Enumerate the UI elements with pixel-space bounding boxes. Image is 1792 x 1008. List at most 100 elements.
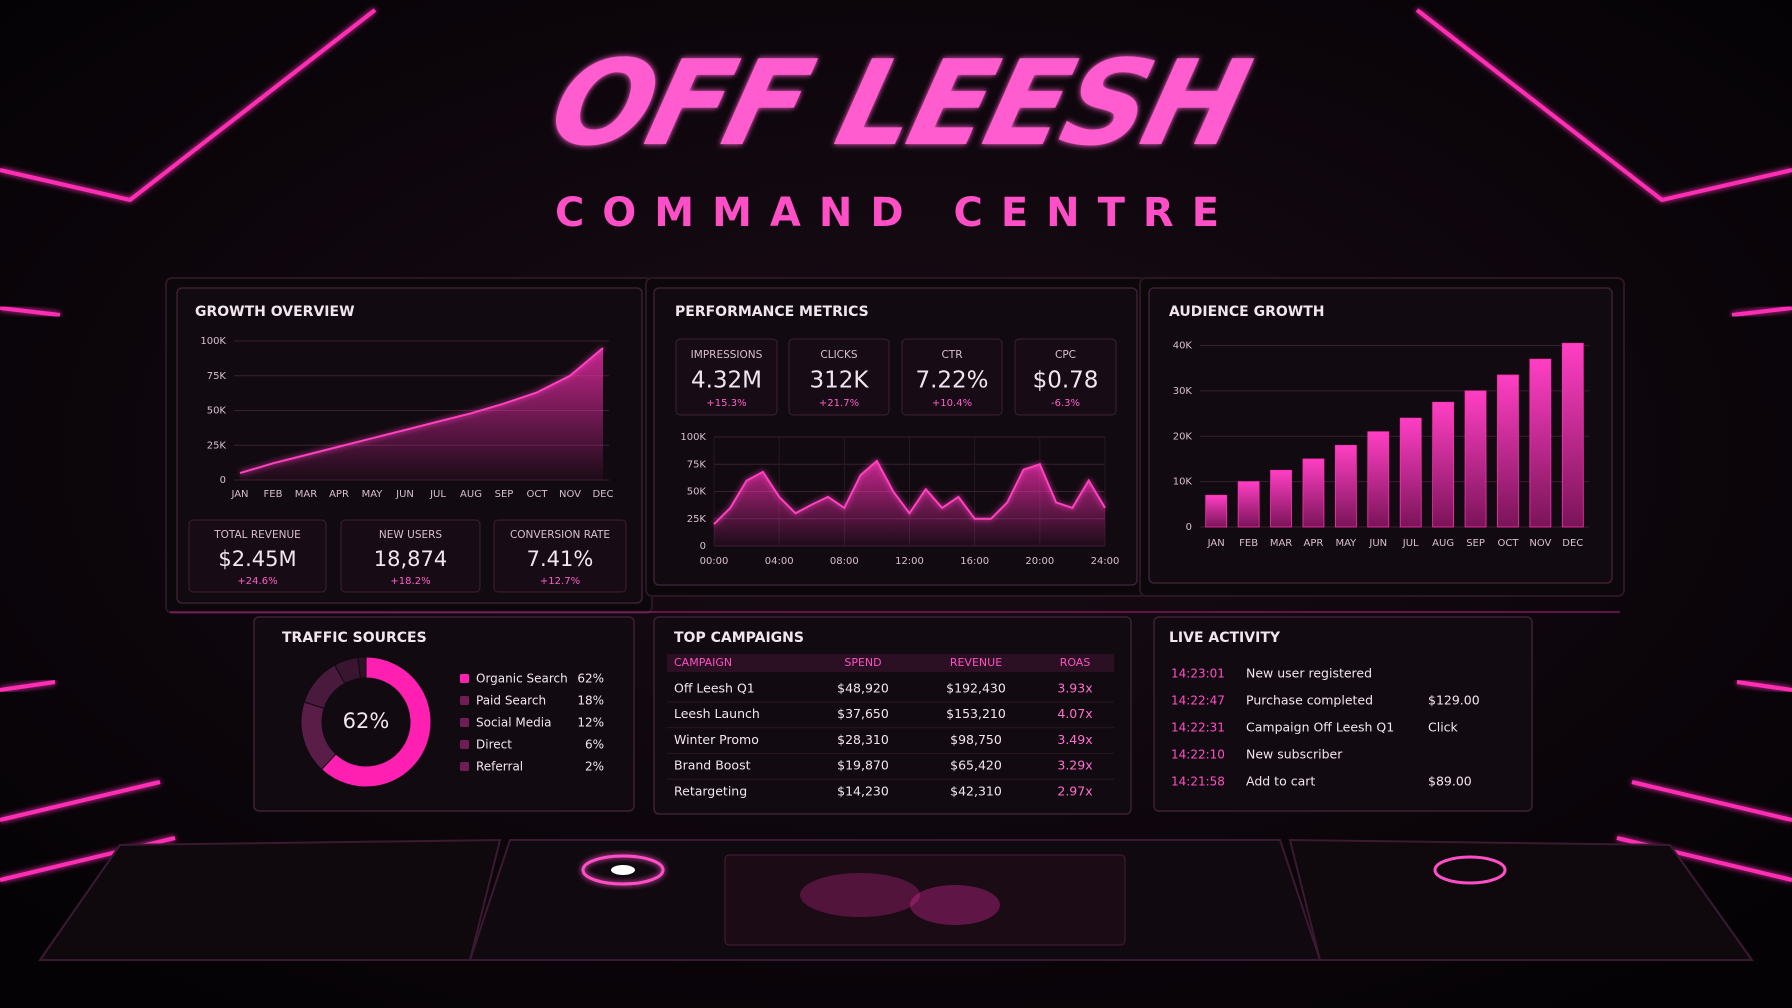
- panel-title: GROWTH OVERVIEW: [195, 304, 355, 320]
- table-cell: $14,230: [837, 783, 889, 798]
- y-tick-label: 25K: [207, 440, 227, 451]
- y-tick-label: 20K: [1173, 431, 1193, 442]
- table-cell: $153,210: [946, 706, 1006, 721]
- table-header: REVENUE: [950, 656, 1002, 669]
- x-tick-label: 12:00: [895, 556, 924, 567]
- kpi-value: $0.78: [1033, 368, 1099, 394]
- y-tick-label: 30K: [1173, 386, 1193, 397]
- activity-amount: $89.00: [1428, 774, 1472, 789]
- kpi-value: 4.32M: [691, 368, 762, 394]
- bar: [1399, 417, 1422, 528]
- x-tick-label: MAY: [1335, 538, 1357, 549]
- holo-ring: [1433, 855, 1507, 885]
- x-tick-label: 04:00: [765, 556, 794, 567]
- kpi-label: IMPRESSIONS: [691, 349, 763, 361]
- table-cell: $19,870: [837, 758, 889, 773]
- table-cell: 2.97x: [1057, 783, 1092, 798]
- y-tick-label: 100K: [200, 336, 226, 347]
- table-cell: Brand Boost: [674, 758, 751, 773]
- table-cell: Leesh Launch: [674, 706, 760, 721]
- kpi-value: 7.41%: [527, 547, 594, 571]
- table-cell: $192,430: [946, 681, 1006, 696]
- activity-time: 14:22:31: [1171, 721, 1225, 735]
- neon-line: [0, 306, 61, 317]
- x-tick-label: JUL: [429, 489, 446, 500]
- legend-swatch: [460, 740, 469, 749]
- neon-line: [1731, 306, 1792, 317]
- y-tick-label: 10K: [1173, 477, 1193, 488]
- x-tick-label: OCT: [527, 489, 549, 500]
- activity-event: Add to cart: [1246, 774, 1315, 789]
- y-tick-label: 40K: [1173, 341, 1193, 352]
- activity-event: Purchase completed: [1246, 693, 1373, 708]
- bar: [1237, 481, 1260, 528]
- bar: [1205, 494, 1228, 528]
- panel-title: LIVE ACTIVITY: [1169, 630, 1281, 646]
- table-cell: $37,650: [837, 706, 889, 721]
- table-cell: 4.07x: [1057, 706, 1092, 721]
- kpi-card: [788, 338, 890, 416]
- x-tick-label: FEB: [264, 489, 283, 500]
- x-tick-label: JUN: [395, 489, 414, 500]
- donut-center-label: 62%: [343, 709, 390, 733]
- kpi-change: -6.3%: [1051, 398, 1080, 409]
- x-tick-label: APR: [1304, 538, 1324, 549]
- table-cell: $28,310: [837, 732, 889, 747]
- kpi-label: TOTAL REVENUE: [213, 529, 301, 541]
- legend-value: 12%: [577, 716, 604, 730]
- activity-amount: Click: [1428, 720, 1459, 735]
- panel: [1153, 616, 1533, 812]
- neon-line: [0, 780, 161, 822]
- legend-value: 6%: [585, 738, 604, 752]
- table-cell: Retargeting: [674, 783, 747, 798]
- bar: [1334, 444, 1357, 528]
- bar: [1561, 342, 1584, 528]
- x-tick-label: JUL: [1402, 538, 1419, 549]
- bar: [1464, 390, 1487, 528]
- table-cell: $42,310: [950, 783, 1002, 798]
- x-tick-label: SEP: [1466, 538, 1485, 549]
- kpi-change: +10.4%: [932, 398, 972, 409]
- pie-slice: [357, 656, 367, 679]
- kpi-change: +24.6%: [237, 576, 277, 587]
- activity-event: New subscriber: [1246, 747, 1343, 762]
- kpi-label: CONVERSION RATE: [510, 529, 610, 541]
- map-screen: [724, 854, 1126, 946]
- legend-value: 62%: [577, 672, 604, 686]
- neon-line: [0, 8, 377, 203]
- x-tick-label: JUN: [1368, 538, 1387, 549]
- legend-swatch: [460, 718, 469, 727]
- table-cell: Winter Promo: [674, 732, 759, 747]
- activity-time: 14:23:01: [1171, 667, 1225, 681]
- x-tick-label: NOV: [559, 489, 581, 500]
- panel-title: AUDIENCE GROWTH: [1169, 304, 1324, 320]
- x-tick-label: 24:00: [1091, 556, 1120, 567]
- x-tick-label: AUG: [460, 489, 482, 500]
- y-tick-label: 0: [220, 475, 226, 486]
- legend-label: Social Media: [476, 716, 551, 730]
- neon-line: [1415, 8, 1792, 203]
- legend-swatch: [460, 696, 469, 705]
- x-tick-label: MAR: [1270, 538, 1292, 549]
- area-fill: [240, 348, 603, 480]
- table-cell: $48,920: [837, 681, 889, 696]
- x-tick-label: FEB: [1239, 538, 1258, 549]
- kpi-card: [901, 338, 1003, 416]
- neon-line: [1631, 780, 1792, 822]
- table-cell: 3.49x: [1057, 732, 1092, 747]
- legend-label: Paid Search: [476, 694, 546, 708]
- x-tick-label: 08:00: [830, 556, 859, 567]
- legend-swatch: [460, 762, 469, 771]
- kpi-value: $2.45M: [218, 547, 296, 571]
- y-tick-label: 75K: [207, 371, 227, 382]
- activity-event: Campaign Off Leesh Q1: [1246, 720, 1394, 735]
- x-tick-label: APR: [329, 489, 349, 500]
- x-tick-label: 16:00: [960, 556, 989, 567]
- kpi-value: 7.22%: [915, 368, 988, 394]
- panel-title: TRAFFIC SOURCES: [282, 630, 427, 646]
- kpi-label: CTR: [941, 349, 962, 361]
- kpi-card: [493, 519, 627, 593]
- y-tick-label: 75K: [687, 459, 707, 470]
- holo-core: [611, 865, 635, 875]
